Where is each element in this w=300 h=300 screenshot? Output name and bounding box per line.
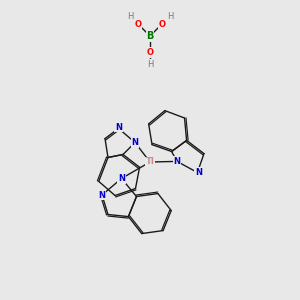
Text: H: H xyxy=(167,12,173,21)
Text: O: O xyxy=(135,20,142,29)
Text: O: O xyxy=(158,20,165,29)
Text: N: N xyxy=(115,123,122,132)
Text: N: N xyxy=(195,168,202,177)
Text: N: N xyxy=(118,174,125,183)
Text: N: N xyxy=(98,190,105,200)
Text: N: N xyxy=(173,157,181,166)
Text: O: O xyxy=(146,48,154,57)
Text: H: H xyxy=(127,12,134,21)
Text: H: H xyxy=(147,59,153,68)
Text: N: N xyxy=(131,138,139,147)
Text: Tl: Tl xyxy=(146,158,154,166)
Text: B: B xyxy=(146,31,154,41)
